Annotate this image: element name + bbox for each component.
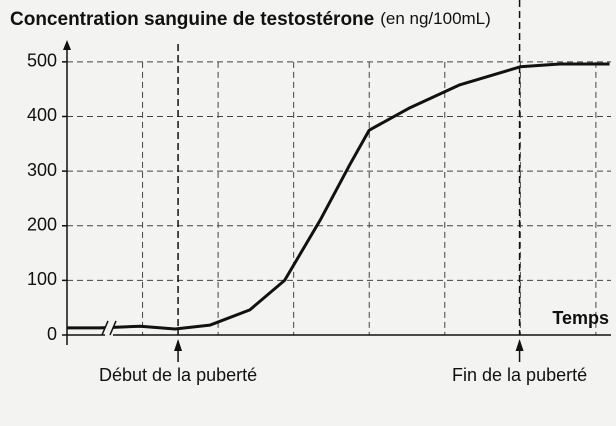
line <box>67 62 610 331</box>
y-tick-label: 100 <box>27 269 57 289</box>
annotation-label: Fin de la puberté <box>452 365 587 385</box>
y-tick-label: 0 <box>47 324 57 344</box>
y-tick-label: 400 <box>27 105 57 125</box>
x-axis-label: Temps <box>552 308 609 328</box>
y-axis-arrow <box>63 40 71 50</box>
y-tick-label: 200 <box>27 214 57 234</box>
arrow-head <box>515 339 524 351</box>
title: Concentration sanguine de testostérone <box>10 9 374 30</box>
arrow-head <box>174 339 183 351</box>
axis-break <box>101 320 117 336</box>
axis-break-gap <box>105 319 113 336</box>
y-tick-label: 300 <box>27 160 57 180</box>
annotation-label: Début de la puberté <box>99 365 257 385</box>
y-tick-label: 500 <box>27 51 57 71</box>
chart-title: Concentration sanguine de testostérone (e… <box>10 9 491 30</box>
y-unit: (en ng/100mL) <box>380 9 491 28</box>
